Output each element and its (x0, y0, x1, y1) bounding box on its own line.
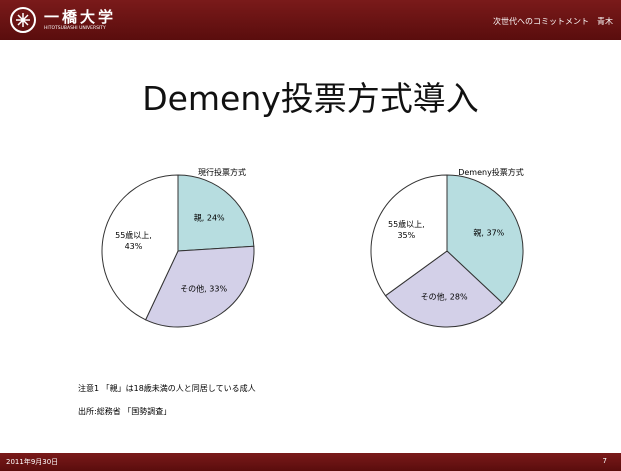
data-label: 親, 24% (193, 213, 225, 223)
footer-bar: 2011年9月30日 7 (0, 453, 621, 471)
pie-slice (144, 245, 255, 328)
note: 注意1 「親」は18歳未満の人と同居している成人 (78, 384, 256, 393)
pie-slice (101, 174, 179, 321)
logo-emblem (10, 7, 36, 33)
header-right: 次世代へのコミットメント 青木 (493, 17, 613, 26)
data-label: その他, 33% (180, 284, 228, 294)
note: 出所:総務省 「国勢調査」 (78, 407, 172, 416)
header-bar: 一橋大学 HITOTSUBASHI UNIVERSITY 次世代へのコミットメン… (0, 0, 621, 40)
chart-title: Demeny投票方式 (458, 168, 524, 177)
chart-title: 現行投票方式 (198, 168, 246, 177)
data-label: 親, 37% (473, 228, 505, 238)
slide-title: Demeny投票方式導入 (142, 79, 479, 118)
logo-sub: HITOTSUBASHI UNIVERSITY (44, 26, 106, 31)
pie-slice (370, 174, 448, 297)
page-number: 7 (602, 457, 607, 465)
pie-slice (384, 250, 504, 328)
data-label: その他, 28% (420, 292, 468, 301)
pie-slice (177, 174, 255, 252)
logo-text: 一橋大学 (44, 8, 117, 26)
footer-date: 2011年9月30日 (6, 458, 59, 466)
pie-slice (446, 174, 524, 304)
data-label: 55歳以上, 35% (387, 220, 425, 241)
data-label: 55歳以上, 43% (115, 231, 152, 252)
